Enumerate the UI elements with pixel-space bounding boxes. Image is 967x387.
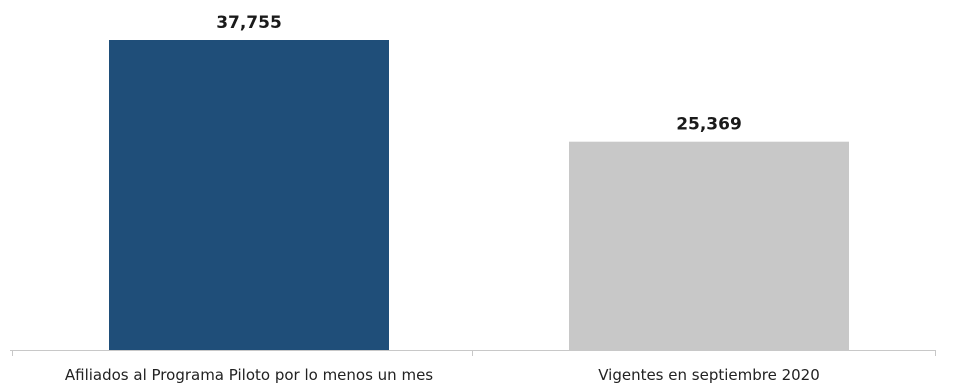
x-axis: Afiliados al Programa Piloto por lo meno… (10, 350, 936, 384)
category-label-2: Vigentes en septiembre 2020 (598, 366, 820, 384)
bars-layer (109, 40, 849, 350)
value-label-1: 37,755 (216, 13, 282, 33)
value-labels-layer: 37,755 25,369 (216, 13, 742, 135)
category-label-1: Afiliados al Programa Piloto por lo meno… (65, 366, 433, 384)
bar-1 (109, 40, 389, 350)
bar-2 (569, 141, 849, 350)
value-label-2: 25,369 (676, 115, 742, 135)
